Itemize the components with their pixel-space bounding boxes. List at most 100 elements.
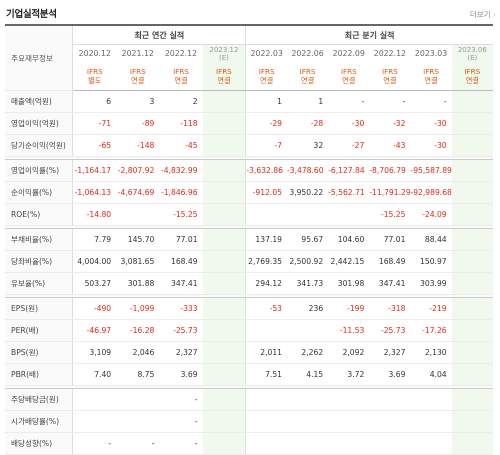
table-cell: - [328,90,370,113]
table-cell: 2,769.35 [245,250,287,273]
table-cell [369,432,411,455]
table-cell: -95,587.89 [410,159,452,182]
table-cell [116,388,160,411]
period-date: 2023.06 [457,45,487,54]
table-cell [328,432,370,455]
section-divider [5,156,493,160]
table-cell [451,388,493,411]
table-cell: -28 [287,112,329,135]
table-row: EPS(원) -490 -1,099 -333 -53 236 -199 -318 -219 [5,297,493,320]
report-standard: IFRS [299,67,316,76]
table-cell: 7.51 [245,363,287,386]
table-cell: 3,081.65 [116,250,160,273]
table-cell [202,181,246,204]
table-cell: -11,791.29 [369,181,411,204]
table-cell: - [159,388,203,411]
table-row: 당좌비율(%) 4,004.00 3,081.65 168.49 2,769.35 2,5… [5,250,493,273]
table-cell: -30 [410,134,452,157]
table-cell: 3,950.22 [287,181,329,204]
table-cell: -65 [72,134,117,157]
section-header: 기업실적분석 더보기 › [0,0,500,22]
table-cell: 2,262 [287,341,329,364]
period-header: 2022.12 [369,45,410,63]
period-date: 2022.03 [250,49,283,58]
table-cell: -46.97 [72,319,117,342]
table-cell: -15.25 [369,203,411,226]
report-standard: IFRS [381,67,398,76]
table-cell: 4.15 [287,363,329,386]
period-row: 2020.12 2021.12 2022.12 2023.12 (E) 2022.03 20… [5,44,493,63]
table-cell [451,250,493,273]
table-cell: -1,846.96 [159,181,203,204]
table-cell [202,134,246,157]
table-cell: -490 [72,297,117,320]
table-cell [202,297,246,320]
table-cell [202,250,246,273]
table-cell: 104.60 [328,228,370,251]
period-date: 2022.12 [164,49,198,58]
table-cell [287,388,329,411]
period-header: 2022.06 [287,45,328,63]
table-cell: -27 [328,134,370,157]
report-scope: 연결 [300,76,315,85]
table-cell [245,432,287,455]
table-cell [287,432,329,455]
table-cell [287,319,329,342]
row-label: PBR(배) [5,363,74,386]
report-scope: 별도 [88,76,102,85]
table-cell: 341.73 [287,272,329,295]
report-type: IFRS 연결 [410,62,452,91]
section-divider [5,225,493,229]
table-cell: -16.28 [116,319,160,342]
row-label: 당좌비율(%) [5,250,74,273]
table-cell [202,159,246,182]
table-cell [202,90,246,113]
period-header: 2023.12 (E) [202,44,246,62]
table-cell: -92,989.68 [410,181,452,204]
table-cell: 301.98 [328,272,370,295]
report-type: IFRS 연결 [369,62,411,91]
chevron-right-icon: › [493,10,496,19]
table-cell [202,341,246,364]
table-cell: 2,092 [328,341,370,364]
table-cell: -1,164.17 [72,159,117,182]
report-scope: 연결 [174,76,188,85]
report-standard: IFRS [129,67,146,76]
report-standard: IFRS [173,67,189,76]
table-cell [451,432,493,455]
more-link[interactable]: 더보기 › [470,9,496,20]
row-label: 매출액(억원) [5,90,74,113]
table-cell: -32 [369,112,411,135]
table-cell [245,203,287,226]
report-type: IFRS 연결 [159,62,203,91]
table-cell: -2,807.92 [116,159,160,182]
row-label: PER(배) [5,319,74,342]
table-cell: -30 [410,112,452,135]
table-row: 매출액(억원) 6 3 2 1 1- - - [5,90,493,113]
table-cell: -4,832.99 [159,159,203,182]
table-cell [451,363,493,386]
table-cell: 32 [287,134,329,157]
table-cell: 2 [159,90,203,113]
table-cell: 1 [287,90,329,113]
row-label: 배당성향(%) [5,432,74,455]
table-cell: 2,046 [116,341,160,364]
table-cell: -11.53 [328,319,370,342]
period-date: 2021.12 [121,49,154,58]
period-date: 2023.03 [414,49,448,58]
report-scope: 연결 [342,76,356,85]
divider-cell [5,225,493,229]
divider-cell [5,294,493,298]
table-cell: -89 [116,112,160,135]
table-cell: 2,327 [369,341,411,364]
table-cell: -118 [159,112,203,135]
table-cell: -71 [72,112,117,135]
table-row: 유보율(%) 503.27 301.88 347.41 294.12 341.73 301.… [5,272,493,295]
table-cell: -53 [245,297,287,320]
table-cell: -25.73 [369,319,411,342]
table-cell [451,297,493,320]
table-cell: -148 [116,134,160,157]
table-cell [369,388,411,411]
estimate-mark: (E) [219,53,229,62]
more-label: 더보기 [469,10,491,19]
